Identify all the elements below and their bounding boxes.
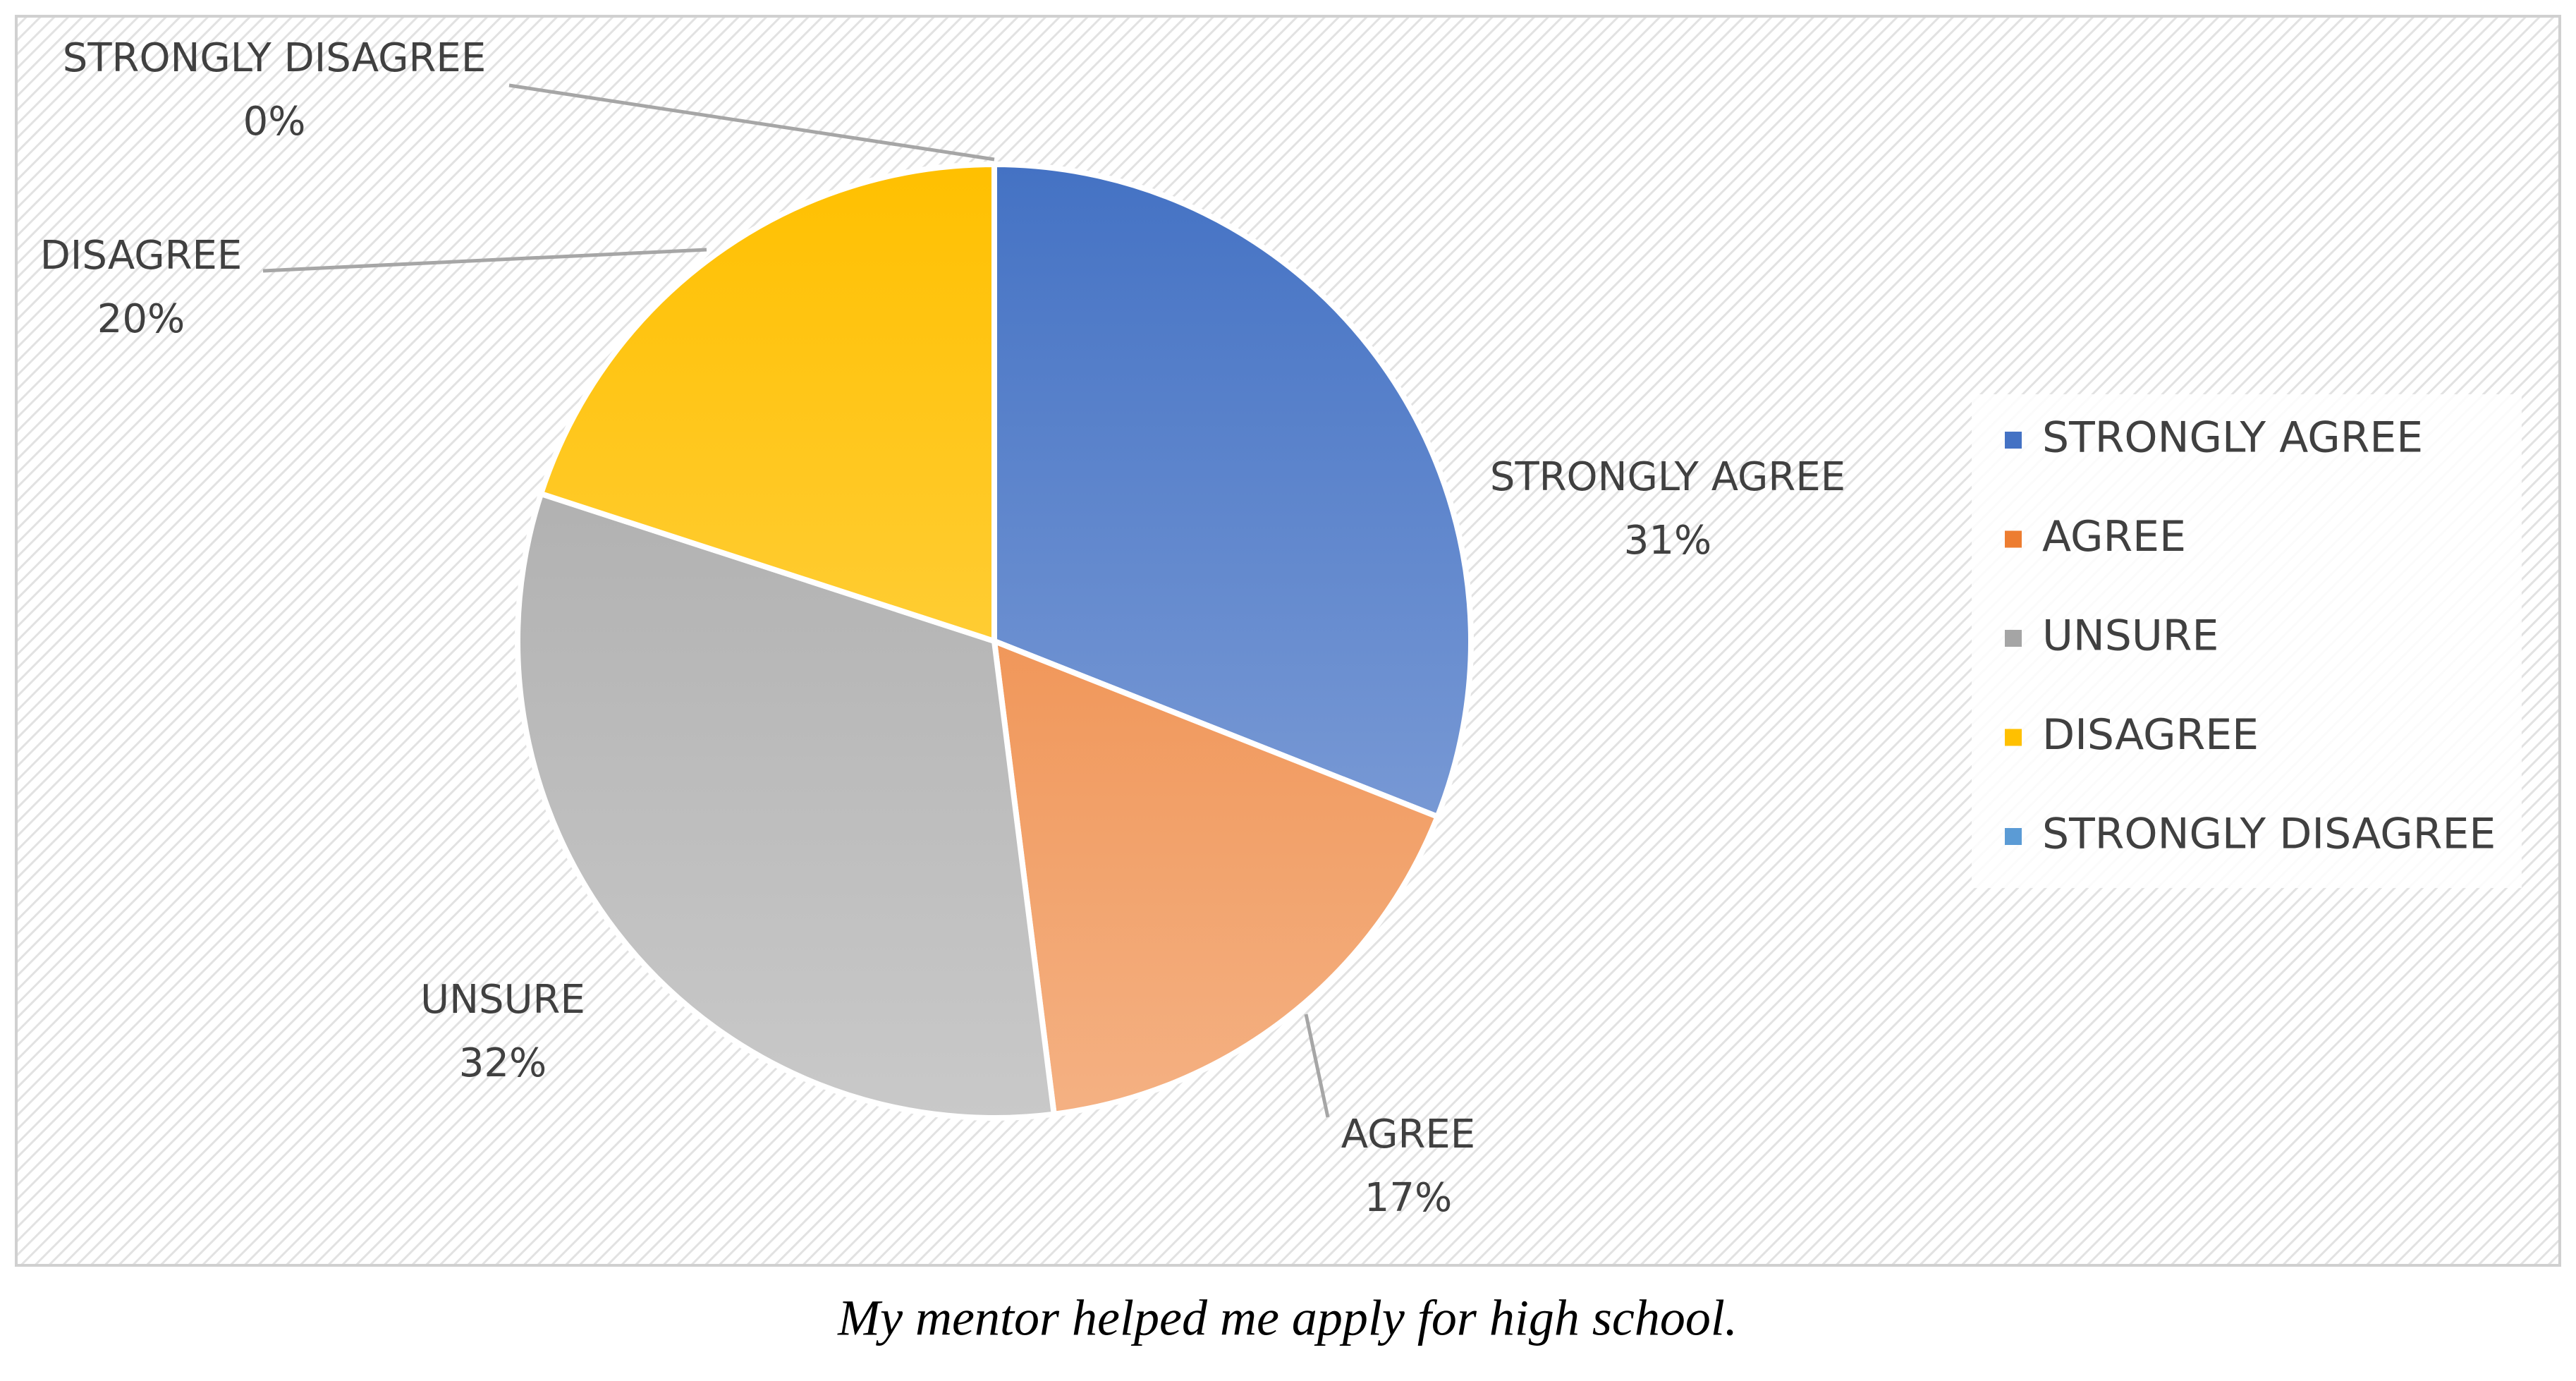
data-label-value: 0% bbox=[243, 99, 306, 145]
data-labels: STRONGLY AGREE 31% AGREE 17% UNSURE 32% DISAGR… bbox=[40, 35, 1845, 1221]
leader-line bbox=[1304, 1014, 1330, 1118]
legend-label: STRONGLY AGREE bbox=[2042, 413, 2423, 463]
leader-line bbox=[262, 248, 707, 273]
pie-slice bbox=[991, 162, 1474, 820]
legend-swatch bbox=[2005, 530, 2022, 548]
legend-box bbox=[1972, 394, 2522, 888]
legend-label: AGREE bbox=[2042, 512, 2186, 561]
pie bbox=[515, 162, 1474, 1121]
leader-line bbox=[508, 83, 995, 162]
pie-slice bbox=[991, 638, 1441, 1117]
data-label-value: 17% bbox=[1365, 1175, 1452, 1221]
data-label-value: 31% bbox=[1624, 518, 1711, 564]
legend-swatch bbox=[2005, 630, 2022, 647]
legend-label: DISAGREE bbox=[2042, 710, 2259, 760]
data-label-category: DISAGREE bbox=[40, 233, 243, 279]
data-label-value: 32% bbox=[459, 1040, 547, 1086]
legend-swatch bbox=[2005, 729, 2022, 746]
data-label-category: UNSURE bbox=[420, 977, 585, 1023]
legend: STRONGLY AGREE AGREE UNSURE DISAGREE STRONGL… bbox=[2005, 413, 2496, 859]
legend-swatch bbox=[2005, 432, 2022, 449]
data-label-value: 20% bbox=[97, 296, 185, 342]
data-label-category: AGREE bbox=[1341, 1112, 1475, 1157]
legend-label: UNSURE bbox=[2042, 612, 2218, 661]
legend-swatch bbox=[2005, 828, 2022, 845]
chart-caption: My mentor helped me apply for high schoo… bbox=[837, 1290, 1738, 1346]
leader-lines bbox=[262, 83, 1330, 1118]
data-label-category: STRONGLY DISAGREE bbox=[63, 35, 486, 81]
legend-label: STRONGLY DISAGREE bbox=[2042, 810, 2496, 859]
data-label-category: STRONGLY AGREE bbox=[1490, 454, 1845, 500]
pie-slice bbox=[538, 162, 997, 644]
pie-slice bbox=[515, 491, 1057, 1121]
